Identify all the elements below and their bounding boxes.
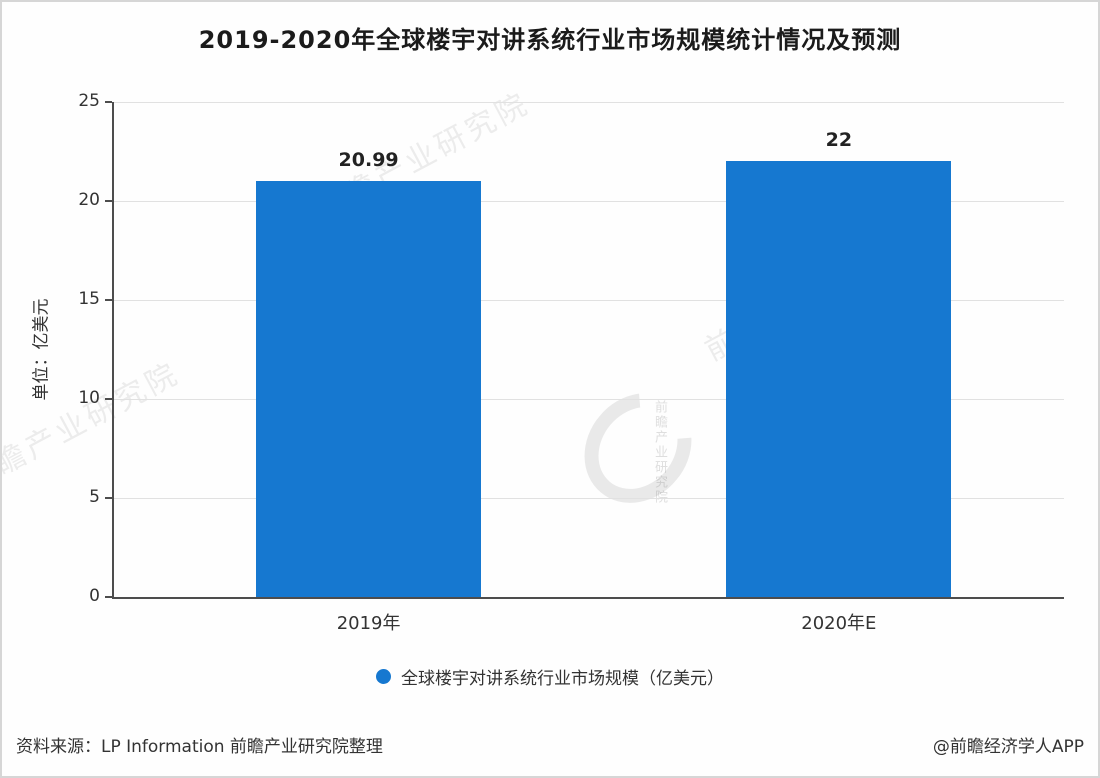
y-tick-label: 10 [78, 388, 100, 408]
x-category-label: 2020年E [801, 613, 877, 634]
y-axis-title-box: 单位：亿美元 [26, 102, 52, 597]
source-text: 资料来源：LP Information 前瞻产业研究院整理 [16, 737, 383, 757]
bar-2019年 [256, 181, 482, 597]
x-category-label: 2019年 [336, 613, 401, 634]
legend-marker [376, 669, 391, 684]
bar-2020年E [726, 161, 952, 597]
y-tick-label: 5 [89, 487, 100, 507]
plot-area: 0 5 10 15 20 25 20.99 2019年 22 2020年E [78, 91, 1064, 634]
y-tick-label: 25 [78, 91, 100, 111]
gridline [114, 498, 1064, 499]
gridline [114, 399, 1064, 400]
y-axis-tick [105, 101, 112, 103]
gridline [114, 102, 1064, 103]
chart-title: 2019-2020年全球楼宇对讲系统行业市场规模统计情况及预测 [198, 26, 902, 54]
y-axis-tick [105, 398, 112, 400]
bar-value-label: 20.99 [338, 149, 399, 172]
credit-text: @前瞻经济学人APP [932, 737, 1084, 757]
y-tick-label: 15 [78, 289, 100, 309]
bar-value-label: 22 [825, 129, 853, 152]
y-tick-label: 20 [78, 190, 100, 210]
y-axis-title: 单位：亿美元 [31, 298, 52, 401]
legend-label: 全球楼宇对讲系统行业市场规模（亿美元） [401, 669, 724, 689]
y-axis-tick [105, 596, 112, 598]
legend: 全球楼宇对讲系统行业市场规模（亿美元） [2, 664, 1098, 689]
gridline [114, 201, 1064, 202]
y-axis-tick [105, 299, 112, 301]
y-tick-label: 0 [89, 586, 100, 606]
y-axis-tick [105, 497, 112, 499]
y-axis-tick [105, 200, 112, 202]
gridline [114, 300, 1064, 301]
footer: 资料来源：LP Information 前瞻产业研究院整理 @前瞻经济学人APP [16, 732, 1084, 757]
